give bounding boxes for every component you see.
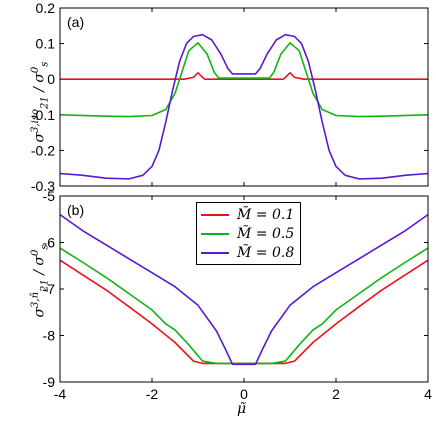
panel-a-ylabel-sup: 3,iso [30,108,41,133]
panel-b-xtick-label: 4 [424,386,432,402]
panel-b-xtick-label: -2 [146,386,159,402]
panel-a-ytick-label: -0.1 [31,107,55,123]
panel-b-ytick-label: -8 [43,328,56,344]
panel-b-ylabel: σ3,n̂21 / σ0s [30,244,51,318]
panel-a-ytick-label: 0.1 [36,36,56,52]
panel-b-xtick-label: -4 [54,386,67,402]
panel-b-ylabel-den-sup: 0 [30,249,41,257]
panel-b-ytick-label: -5 [43,188,56,204]
legend-label: M̃ = 0.5 [237,225,295,242]
panel-a-ylabel: σ3,iso21 / σ0s [30,61,51,143]
panel-b-plot: -5 -6 -7 -8 -9-4 -2 0 2 4 (b) [43,188,433,402]
panel-a-ytick-label: 0 [47,71,55,87]
panel-a-label: (a) [67,14,84,30]
panel-a-series-line-2 [59,42,429,118]
panel-b-ylabel-den-sub: s [39,244,51,250]
panel-a-ylabel-den: σ [31,73,48,83]
panel-b-ytick-label: -9 [43,374,56,390]
panel-a-plot: 0.2 0.1 0 -0.1 -0.2 -0.3 (a) [31,0,429,194]
panel-b-frame [59,195,429,383]
panel-b-series-line-2 [59,247,429,365]
panel-a-ylabel-den-sub: s [39,61,51,67]
x-axis-label: μ̃ [237,401,247,417]
panel-a-ylabel-num: σ [31,132,48,143]
panel-b-ylabel-sup: 3,n̂ [30,291,41,308]
panel-a-ylabel-sub: 21 [39,96,51,109]
legend-label: M̃ = 0.8 [237,244,295,261]
panel-b-xtick-label: 0 [240,386,248,402]
legend-swatch [201,251,229,254]
panel-b-ytick-label: -6 [43,235,56,251]
panel-a-ytick-label: -0.2 [31,142,55,158]
panel-b-ytick-label: -7 [43,281,56,297]
legend: M̃ = 0.1 M̃ = 0.5 M̃ = 0.8 [196,202,302,265]
legend-item: M̃ = 0.1 [201,205,294,224]
panel-b-series-line-3 [59,213,429,366]
legend-item: M̃ = 0.5 [201,224,294,243]
legend-swatch [201,213,229,216]
legend-item: M̃ = 0.8 [201,243,294,262]
panel-a-ytick-label: 0.2 [36,0,56,16]
panel-a-ylabel-den-sup: 0 [30,66,41,74]
panel-b-xtick-label: 2 [332,386,340,402]
panel-b-ylabel-num: σ [31,307,48,318]
panel-a-ytick-label: -0.3 [31,178,55,194]
panel-a-frame [59,7,429,187]
panel-a-series-line-1 [60,72,428,80]
panel-b-ylabel-sub: 21 [39,279,51,292]
legend-swatch [201,232,229,235]
panel-b-series-line-1 [59,259,429,365]
panel-b-ylabel-den: σ [31,256,48,266]
panel-a-series-line-3 [59,33,429,180]
legend-label: M̃ = 0.1 [237,206,295,223]
panel-b-label: (b) [67,202,84,218]
